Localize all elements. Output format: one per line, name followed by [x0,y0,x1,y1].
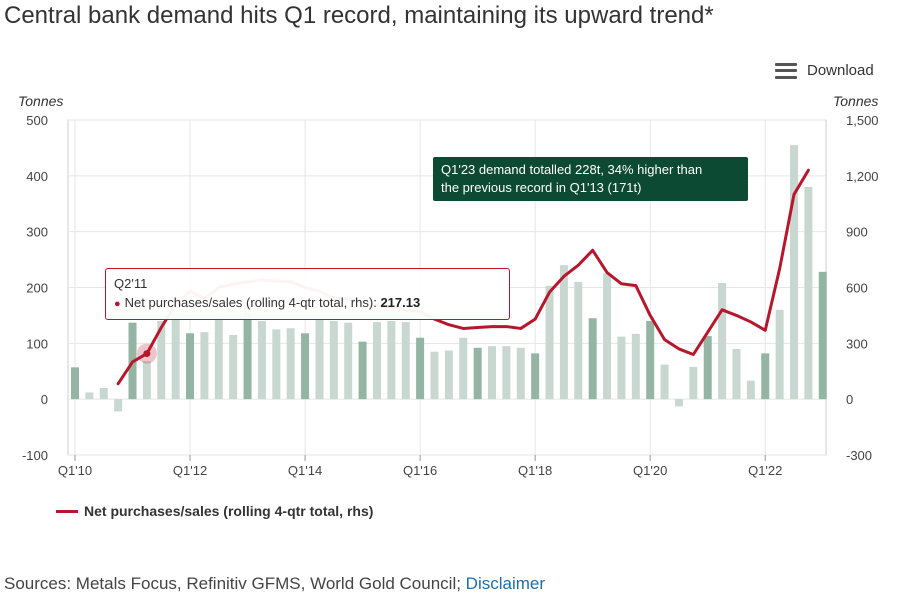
bar [243,303,252,400]
right-tick-label: 1,500 [846,113,879,128]
right-axis-unit: Tonnes [833,93,879,109]
x-tick-label: Q1'22 [748,463,782,478]
legend-label: Net purchases/sales (rolling 4-qtr total… [84,503,374,519]
bar [157,321,166,400]
bar [372,322,381,400]
tooltip-period: Q2'11 [114,276,148,291]
x-tick-label: Q1'14 [288,463,322,478]
left-tick-label: 0 [41,392,48,407]
bar [114,399,123,412]
bar [387,321,396,400]
bar [301,333,310,400]
hover-point [143,350,151,358]
bar [214,315,223,400]
bar [286,328,295,400]
left-tick-label: 500 [26,113,48,128]
bar [732,348,741,400]
bar [229,334,238,400]
download-button[interactable]: Download [775,62,874,79]
bar [142,361,151,400]
left-tick-label: -100 [22,448,48,463]
menu-icon [775,62,797,79]
bar [617,336,626,400]
bar [746,380,755,400]
bar [315,318,324,400]
bar [416,337,425,400]
x-tick-label: Q1'16 [403,463,437,478]
bar [502,346,511,400]
bar [718,283,727,400]
bar [200,332,209,400]
tooltip-value: 217.13 [380,295,421,310]
bar [804,187,813,400]
bar [358,341,367,400]
legend-line-icon [56,509,78,513]
left-axis-unit: Tonnes [18,93,64,109]
sources-note: Sources: Metals Focus, Refinitiv GFMS, W… [4,574,545,594]
bar [818,271,827,400]
right-tick-label: 300 [846,336,868,351]
bar [674,399,683,407]
bar [531,353,540,400]
bar [761,353,770,400]
sources-text: Sources: Metals Focus, Refinitiv GFMS, W… [4,574,466,593]
bar [401,322,410,400]
bar [703,336,712,400]
bar [85,392,94,400]
bar [545,285,554,400]
bar [473,347,482,400]
bar [459,337,468,400]
bar [689,366,698,400]
right-tick-label: 0 [846,392,853,407]
bar [646,321,655,400]
tooltip-series-label: Net purchases/sales (rolling 4-qtr total… [124,295,381,310]
bar [99,388,108,400]
chart-title: Central bank demand hits Q1 record, main… [4,2,714,29]
bar [329,321,338,400]
x-tick-label: Q1'18 [518,463,552,478]
left-tick-label: 100 [26,336,48,351]
left-tick-label: 400 [26,169,48,184]
download-label: Download [807,62,874,79]
right-tick-label: 1,200 [846,169,879,184]
bar [588,318,597,400]
bar [559,265,568,400]
bar [775,309,784,400]
annotation-line-2: the previous record in Q1'13 (171t) [441,180,642,195]
bar [516,347,525,400]
bar [186,333,195,400]
tooltip-dot-icon: ● [114,298,121,310]
bar [790,145,798,400]
bar [71,367,79,400]
left-tick-label: 300 [26,225,48,240]
bar [631,333,640,400]
x-tick-label: Q1'12 [173,463,207,478]
bar [272,329,281,400]
bar [488,346,497,400]
legend-item[interactable]: Net purchases/sales (rolling 4-qtr total… [56,503,373,519]
bar [257,321,266,400]
annotation-box: Q1'23 demand totalled 228t, 34% higher t… [433,157,748,201]
annotation-line-1: Q1'23 demand totalled 228t, 34% higher t… [441,162,703,177]
bar [171,315,180,400]
bar [430,351,439,400]
bar [344,322,353,400]
bar [660,364,669,400]
bar [574,281,583,400]
bar [444,350,453,400]
right-tick-label: -300 [846,448,872,463]
x-tick-label: Q1'10 [58,463,92,478]
bar [603,273,612,400]
x-tick-label: Q1'20 [633,463,667,478]
left-tick-label: 200 [26,281,48,296]
right-tick-label: 900 [846,225,868,240]
disclaimer-link[interactable]: Disclaimer [465,574,546,593]
tooltip: Q2'11 ● Net purchases/sales (rolling 4-qt… [105,268,510,320]
right-tick-label: 600 [846,281,868,296]
